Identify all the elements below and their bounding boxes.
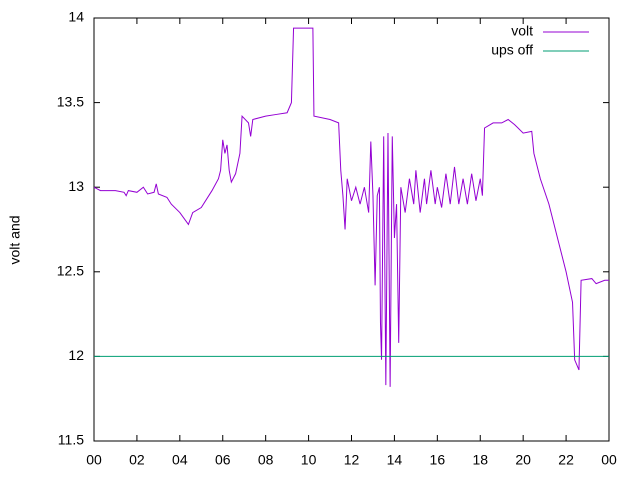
x-tick-label: 00 xyxy=(86,452,102,468)
y-tick-label: 11.5 xyxy=(58,432,84,448)
x-tick-label: 08 xyxy=(258,452,274,468)
y-axis-label: volt and xyxy=(7,215,23,264)
x-tick-label: 10 xyxy=(301,452,317,468)
series-line xyxy=(93,27,609,387)
x-tick-label: 16 xyxy=(430,452,446,468)
y-tick-label: 14 xyxy=(68,9,84,25)
x-tick-label: 12 xyxy=(344,452,360,468)
x-tick-label: 20 xyxy=(515,452,531,468)
x-tick-label: 14 xyxy=(387,452,403,468)
y-tick-label: 12.5 xyxy=(57,263,84,279)
x-tick-label: 04 xyxy=(172,452,188,468)
x-tick-label: 00 xyxy=(601,452,617,468)
y-tick-label: 13 xyxy=(68,178,84,194)
legend-label: volt xyxy=(511,23,533,39)
x-tick-label: 22 xyxy=(558,452,574,468)
x-tick-label: 06 xyxy=(215,452,231,468)
y-tick-label: 13.5 xyxy=(57,93,84,109)
plot-border xyxy=(93,17,610,442)
x-tick-label: 02 xyxy=(129,452,145,468)
legend-label: ups off xyxy=(491,42,533,58)
y-tick-label: 12 xyxy=(68,347,84,363)
x-tick-label: 18 xyxy=(472,452,488,468)
